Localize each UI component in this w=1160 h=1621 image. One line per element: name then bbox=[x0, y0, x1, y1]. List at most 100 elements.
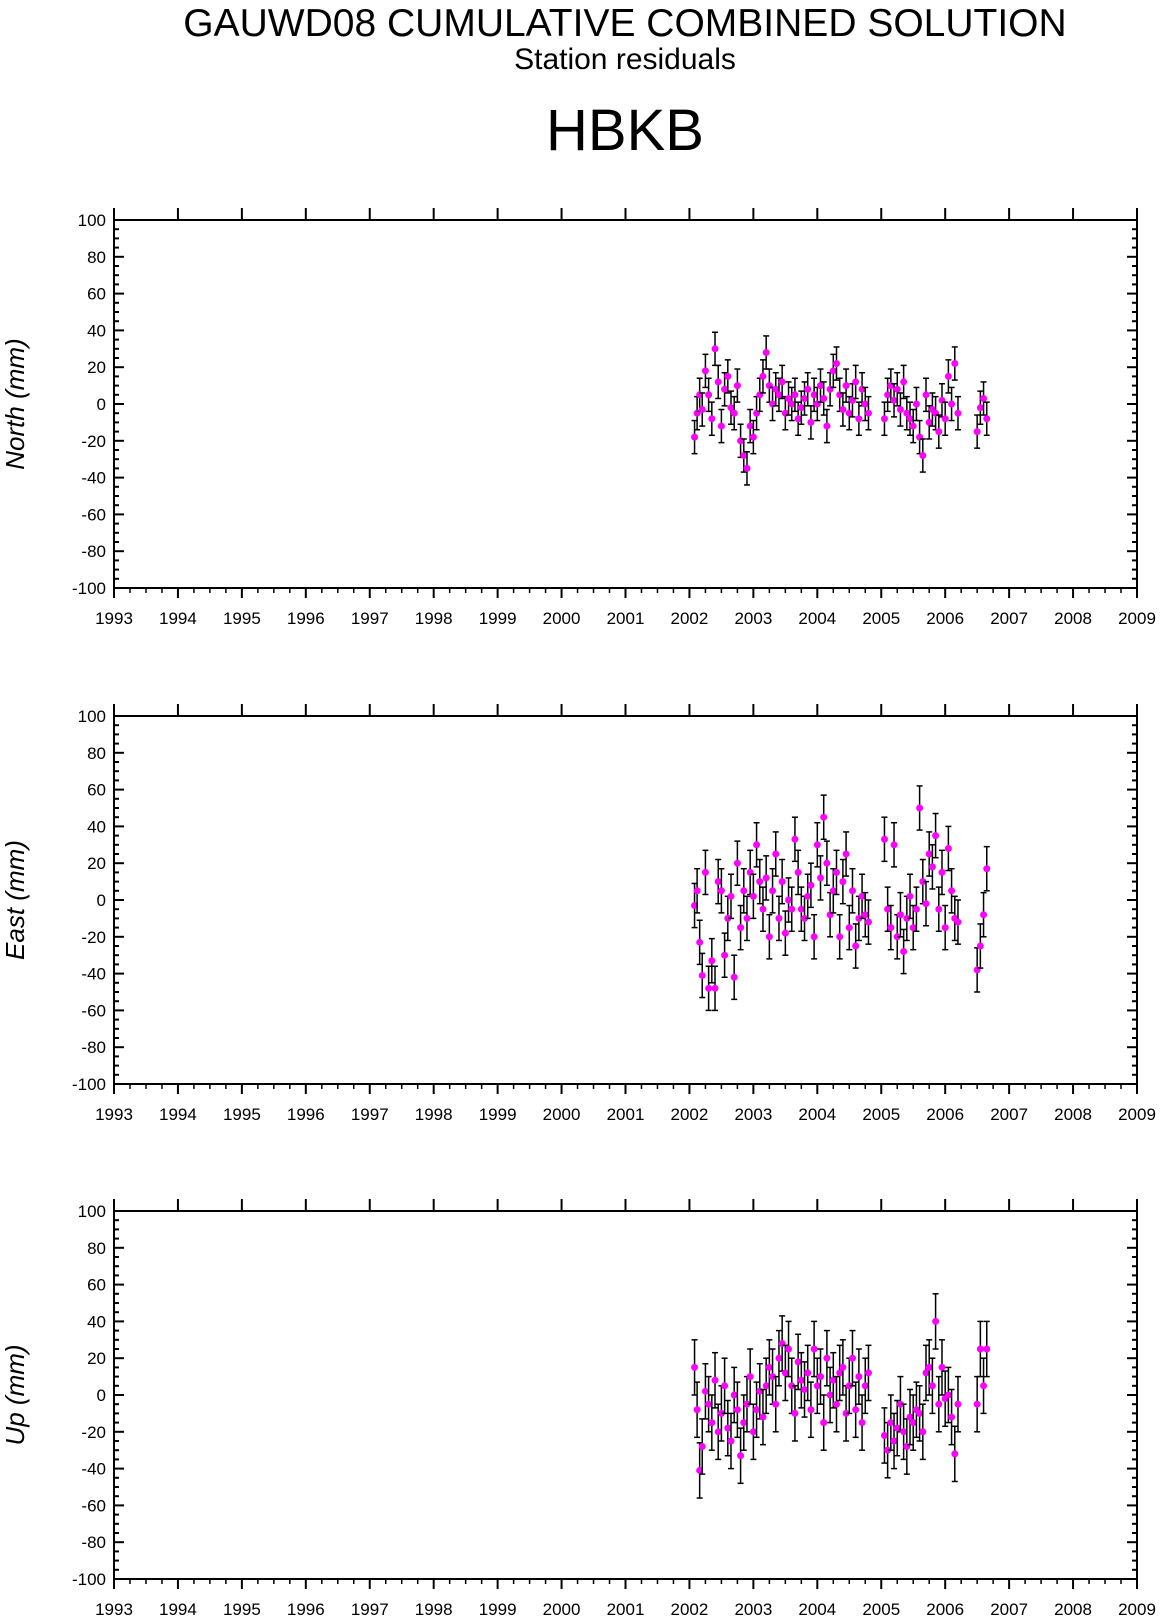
data-point bbox=[896, 911, 904, 919]
data-point bbox=[948, 400, 956, 408]
x-tick-label: 2008 bbox=[1054, 609, 1092, 628]
plot-panel-2: 100 80 60 40 20 0 -20 -40 -60 -80 -100 1993 1994 1995… bbox=[0, 704, 1156, 1124]
x-tick-label: 2001 bbox=[607, 609, 645, 628]
data-point bbox=[887, 1419, 895, 1427]
x-tick-label: 2002 bbox=[671, 609, 709, 628]
data-point bbox=[733, 859, 741, 867]
data-point bbox=[890, 841, 898, 849]
data-point bbox=[983, 865, 991, 873]
data-point bbox=[948, 1413, 956, 1421]
data-point bbox=[938, 1363, 946, 1371]
data-point bbox=[810, 933, 818, 941]
data-point bbox=[820, 1419, 828, 1427]
data-point bbox=[746, 422, 754, 430]
x-tick-label: 1995 bbox=[223, 1105, 261, 1124]
y-tick-label: 40 bbox=[87, 321, 106, 340]
y-axis-label: East (mm) bbox=[0, 840, 30, 960]
data-point bbox=[922, 391, 930, 399]
data-point bbox=[714, 878, 722, 886]
data-point bbox=[756, 878, 764, 886]
y-tick-label: 40 bbox=[87, 817, 106, 836]
data-point bbox=[973, 428, 981, 436]
data-point bbox=[804, 1369, 812, 1377]
data-point bbox=[746, 1373, 754, 1381]
data-point bbox=[948, 887, 956, 895]
data-point bbox=[781, 1369, 789, 1377]
x-tick-label: 1997 bbox=[351, 609, 389, 628]
data-point bbox=[820, 394, 828, 402]
data-point bbox=[852, 378, 860, 386]
data-point bbox=[864, 409, 872, 417]
data-point bbox=[721, 1382, 729, 1390]
x-tick-label: 1996 bbox=[287, 1600, 325, 1619]
data-point bbox=[880, 415, 888, 423]
data-point bbox=[858, 892, 866, 900]
data-point bbox=[698, 971, 706, 979]
data-point bbox=[893, 933, 901, 941]
plot-panel-3: 100 80 60 40 20 0 -20 -40 -60 -80 -100 1993 1994 1995… bbox=[0, 1199, 1156, 1619]
data-point bbox=[801, 1385, 809, 1393]
y-tick-label: 40 bbox=[87, 1312, 106, 1331]
data-point bbox=[759, 905, 767, 913]
data-point bbox=[916, 804, 924, 812]
x-tick-label: 2002 bbox=[671, 1600, 709, 1619]
data-point bbox=[900, 948, 908, 956]
data-point bbox=[778, 878, 786, 886]
data-point bbox=[804, 385, 812, 393]
data-point bbox=[791, 391, 799, 399]
data-point bbox=[759, 372, 767, 380]
data-point bbox=[797, 404, 805, 412]
data-point bbox=[788, 1382, 796, 1390]
data-point bbox=[691, 902, 699, 910]
x-tick-label: 1997 bbox=[351, 1600, 389, 1619]
data-point bbox=[922, 1369, 930, 1377]
x-tick-label: 1996 bbox=[287, 609, 325, 628]
data-point bbox=[705, 984, 713, 992]
data-point bbox=[762, 348, 770, 356]
y-tick-label: -80 bbox=[81, 542, 106, 561]
x-tick-label: 2006 bbox=[926, 1600, 964, 1619]
data-point bbox=[980, 394, 988, 402]
data-point bbox=[708, 415, 716, 423]
y-tick-label: 60 bbox=[87, 781, 106, 800]
data-point bbox=[753, 1406, 761, 1414]
data-point bbox=[951, 360, 959, 368]
x-tick-label: 2003 bbox=[734, 1600, 772, 1619]
data-point bbox=[832, 360, 840, 368]
data-point bbox=[794, 415, 802, 423]
data-point bbox=[817, 1373, 825, 1381]
data-point bbox=[714, 378, 722, 386]
data-point bbox=[842, 850, 850, 858]
data-point bbox=[693, 887, 701, 895]
data-point bbox=[701, 1387, 709, 1395]
x-tick-label: 2005 bbox=[862, 1600, 900, 1619]
data-point bbox=[727, 1437, 735, 1445]
y-tick-label: 100 bbox=[78, 1202, 106, 1221]
data-point bbox=[951, 1450, 959, 1458]
y-tick-label: -60 bbox=[81, 1001, 106, 1020]
y-tick-label: 100 bbox=[78, 211, 106, 230]
data-point bbox=[711, 984, 719, 992]
data-point bbox=[714, 1428, 722, 1436]
station-name: HBKB bbox=[546, 98, 704, 163]
y-tick-label: -40 bbox=[81, 469, 106, 488]
x-tick-label: 2008 bbox=[1054, 1105, 1092, 1124]
data-point bbox=[845, 1382, 853, 1390]
data-point bbox=[813, 1382, 821, 1390]
data-point bbox=[852, 942, 860, 950]
data-point bbox=[696, 1466, 704, 1474]
x-tick-label: 2007 bbox=[990, 1600, 1028, 1619]
data-point bbox=[775, 914, 783, 922]
data-point bbox=[855, 914, 863, 922]
data-point bbox=[900, 1428, 908, 1436]
data-point bbox=[775, 1354, 783, 1362]
data-point bbox=[839, 406, 847, 414]
data-point bbox=[788, 400, 796, 408]
y-tick-label: 20 bbox=[87, 358, 106, 377]
data-point bbox=[896, 406, 904, 414]
x-tick-label: 1995 bbox=[223, 1600, 261, 1619]
y-tick-label: -40 bbox=[81, 965, 106, 984]
plot-panel-1: 100 80 60 40 20 0 -20 -40 -60 -80 -100 1993 1994 1995… bbox=[0, 208, 1156, 628]
data-point bbox=[983, 1345, 991, 1353]
